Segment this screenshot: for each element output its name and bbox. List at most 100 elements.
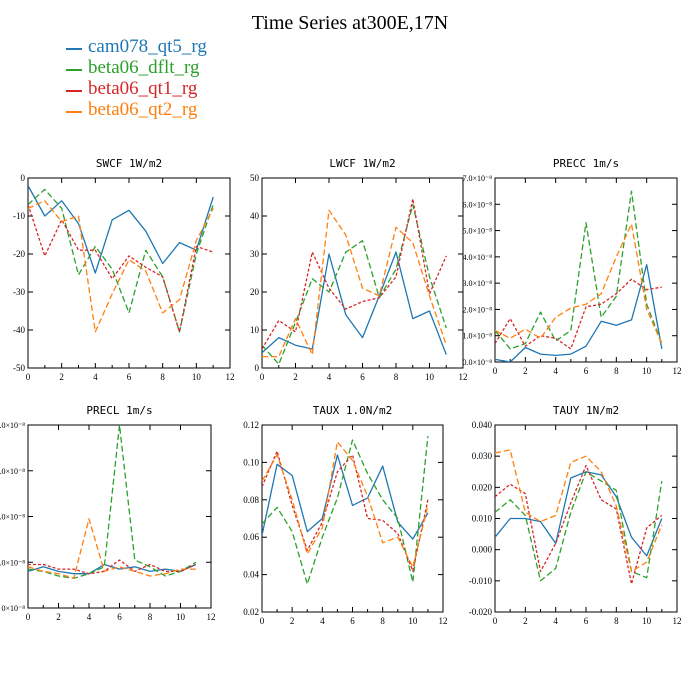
series-line-beta06_qt2_rg xyxy=(262,209,447,358)
x-tick-label: 8 xyxy=(614,616,619,626)
x-tick-label: 8 xyxy=(380,616,385,626)
panel-1: SWCF 1W/m2 0 2 4 6 8 10 12 -50 -40 -30 -20 -10 0 xyxy=(13,157,235,382)
x-tick-label: 10 xyxy=(642,616,652,626)
x-tick-label: 2 xyxy=(56,612,61,622)
x-tick-label: 10 xyxy=(408,616,418,626)
y-tick-label: 1.0×10⁻⁸ xyxy=(462,332,492,341)
x-tick-label: 8 xyxy=(614,366,619,376)
panel-4: PRECL 1m/s 0 2 4 6 8 10 12 0×10⁻⁸ 2.0×10⁻⁸ 4.0×10⁻… xyxy=(0,404,216,622)
series-line-beta06_dflt_rg xyxy=(28,425,197,579)
plot-frame xyxy=(494,177,678,363)
panel-3: PRECC 1m/s 0 2 4 6 8 10 12 0.0×10⁻⁸ 1.0×10⁻⁸ 2.0×1… xyxy=(462,157,681,376)
panel-6: TAUY 1N/m2 0 2 4 6 8 10 12 -0.020 -0.010 0.000 0.01… xyxy=(469,404,682,626)
x-tick-label: 12 xyxy=(439,616,448,626)
y-tick-label: 0.08 xyxy=(243,495,259,505)
series-line-cam078_qt5_rg xyxy=(262,454,429,540)
x-tick-label: 12 xyxy=(673,616,682,626)
x-tick-label: 0 xyxy=(260,616,265,626)
x-tick-label: 12 xyxy=(673,366,682,376)
x-tick-label: 6 xyxy=(127,372,132,382)
x-tick-label: 2 xyxy=(293,372,298,382)
y-tick-label: -50 xyxy=(13,363,25,373)
x-tick-label: 4 xyxy=(553,616,558,626)
y-tick-label: 0.020 xyxy=(472,482,493,492)
y-tick-label: -20 xyxy=(13,249,25,259)
x-tick-label: 8 xyxy=(160,372,165,382)
panel-2: LWCF 1W/m2 0 2 4 6 8 10 12 0 10 20 30 40 50 xyxy=(250,157,468,382)
series-group xyxy=(262,198,447,365)
y-tick-label: 0×10⁻⁸ xyxy=(1,604,25,613)
legend-swatch xyxy=(66,90,82,92)
x-tick-label: 0 xyxy=(493,616,498,626)
series-line-beta06_qt1_rg xyxy=(495,464,663,585)
legend-swatch xyxy=(66,69,82,71)
x-tick-label: 12 xyxy=(226,372,235,382)
legend-label: beta06_qt1_rg xyxy=(88,78,198,99)
series-line-beta06_qt2_rg xyxy=(28,200,214,333)
series-group xyxy=(262,436,429,585)
x-tick-label: 12 xyxy=(459,372,468,382)
y-tick-label: 6.0×10⁻⁸ xyxy=(462,200,492,209)
x-tick-label: 6 xyxy=(360,372,365,382)
x-tick-label: 4 xyxy=(553,366,558,376)
y-tick-label: 0 xyxy=(255,363,260,373)
y-tick-label: 0 xyxy=(21,173,26,183)
x-tick-label: 4 xyxy=(87,612,92,622)
x-tick-label: 2 xyxy=(59,372,64,382)
y-tick-label: 2.0×10⁻⁸ xyxy=(462,305,492,314)
y-tick-label: 40 xyxy=(250,211,260,221)
x-tick-label: 0 xyxy=(26,372,31,382)
y-tick-label: 0.12 xyxy=(243,420,259,430)
y-tick-label: -0.010 xyxy=(469,576,493,586)
series-group xyxy=(28,185,214,333)
plot-frame xyxy=(261,177,464,369)
series-line-cam078_qt5_rg xyxy=(28,563,197,575)
x-tick-label: 4 xyxy=(93,372,98,382)
series-line-beta06_qt1_rg xyxy=(28,204,214,333)
x-tick-label: 8 xyxy=(148,612,153,622)
plot-frame xyxy=(261,424,444,613)
y-tick-label: 7.0×10⁻⁸ xyxy=(462,174,492,183)
y-tick-label: -40 xyxy=(13,325,25,335)
legend-label: beta06_qt2_rg xyxy=(88,99,198,120)
y-tick-label: 0.02 xyxy=(243,607,259,617)
series-line-beta06_dflt_rg xyxy=(495,190,663,350)
y-tick-label: 0.10 xyxy=(243,457,259,467)
x-tick-label: 0 xyxy=(260,372,265,382)
series-line-cam078_qt5_rg xyxy=(495,471,663,557)
panel-title: SWCF 1W/m2 xyxy=(96,157,162,170)
series-group xyxy=(28,425,197,579)
y-tick-label: 4.0×10⁻⁸ xyxy=(462,253,492,262)
y-tick-label: 20 xyxy=(250,287,260,297)
series-line-beta06_qt1_rg xyxy=(495,278,662,350)
panel-title: PRECC 1m/s xyxy=(553,157,619,170)
y-tick-label: 0.010 xyxy=(472,514,493,524)
y-tick-label: 30 xyxy=(250,249,260,259)
legend-swatch xyxy=(66,48,82,50)
x-tick-label: 6 xyxy=(584,616,589,626)
series-line-beta06_qt1_rg xyxy=(28,559,197,575)
y-tick-label: 0.04 xyxy=(243,570,259,580)
x-tick-label: 6 xyxy=(350,616,355,626)
series-line-cam078_qt5_rg xyxy=(262,251,447,355)
series-line-beta06_dflt_rg xyxy=(262,203,447,365)
series-line-cam078_qt5_rg xyxy=(495,264,663,362)
y-tick-label: 6.0×10⁻⁸ xyxy=(0,467,25,476)
panel-5: TAUX 1.0N/m2 0 2 4 6 8 10 12 0.02 0.04 0.06 0.08 0.1… xyxy=(243,404,447,626)
x-tick-label: 2 xyxy=(290,616,295,626)
y-tick-label: -10 xyxy=(13,211,25,221)
legend-swatch xyxy=(66,111,82,113)
x-tick-label: 10 xyxy=(192,372,202,382)
series-line-beta06_dflt_rg xyxy=(28,188,214,333)
x-tick-label: 10 xyxy=(425,372,435,382)
series-line-beta06_dflt_rg xyxy=(262,436,429,585)
series-line-beta06_qt1_rg xyxy=(262,198,447,350)
series-group xyxy=(495,190,663,362)
y-tick-label: 8.0×10⁻⁸ xyxy=(0,421,25,430)
y-tick-label: 50 xyxy=(250,173,260,183)
legend-label: cam078_qt5_rg xyxy=(88,36,207,57)
series-line-beta06_qt2_rg xyxy=(262,441,429,568)
y-tick-label: 0.040 xyxy=(472,420,493,430)
plot-frame xyxy=(27,424,212,609)
x-tick-label: 0 xyxy=(26,612,31,622)
